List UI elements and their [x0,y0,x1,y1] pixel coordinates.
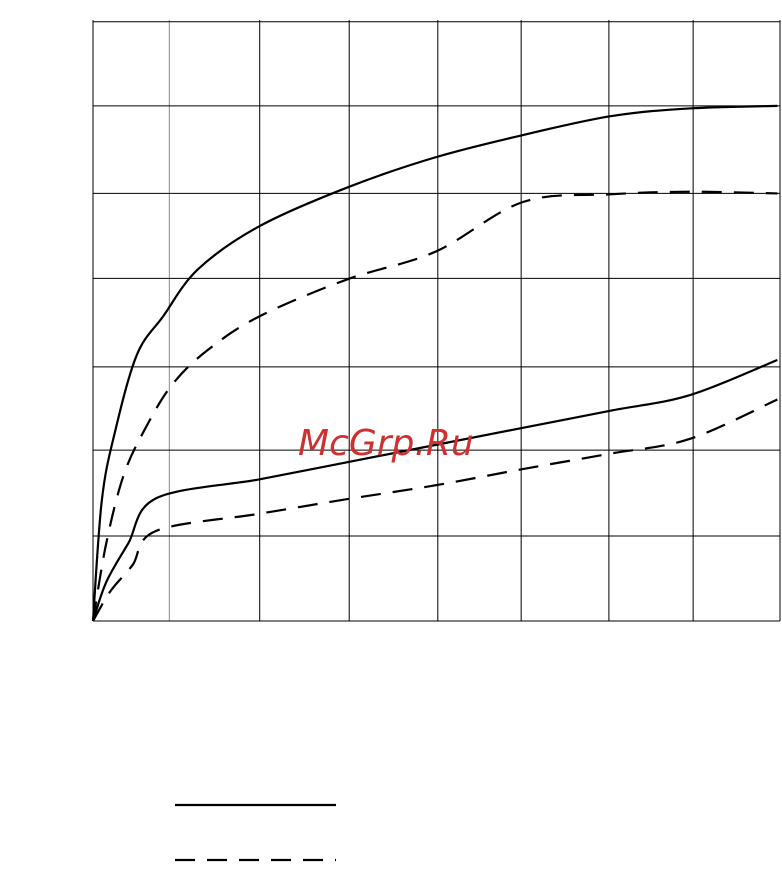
legend [175,803,336,862]
series-line-4 [92,398,778,622]
series-group [91,104,778,622]
watermark: McGrp.Ru [298,423,474,464]
series-line-3 [91,358,778,622]
grid [92,20,781,622]
series-line-2 [91,190,778,622]
series-line-1 [91,104,778,622]
